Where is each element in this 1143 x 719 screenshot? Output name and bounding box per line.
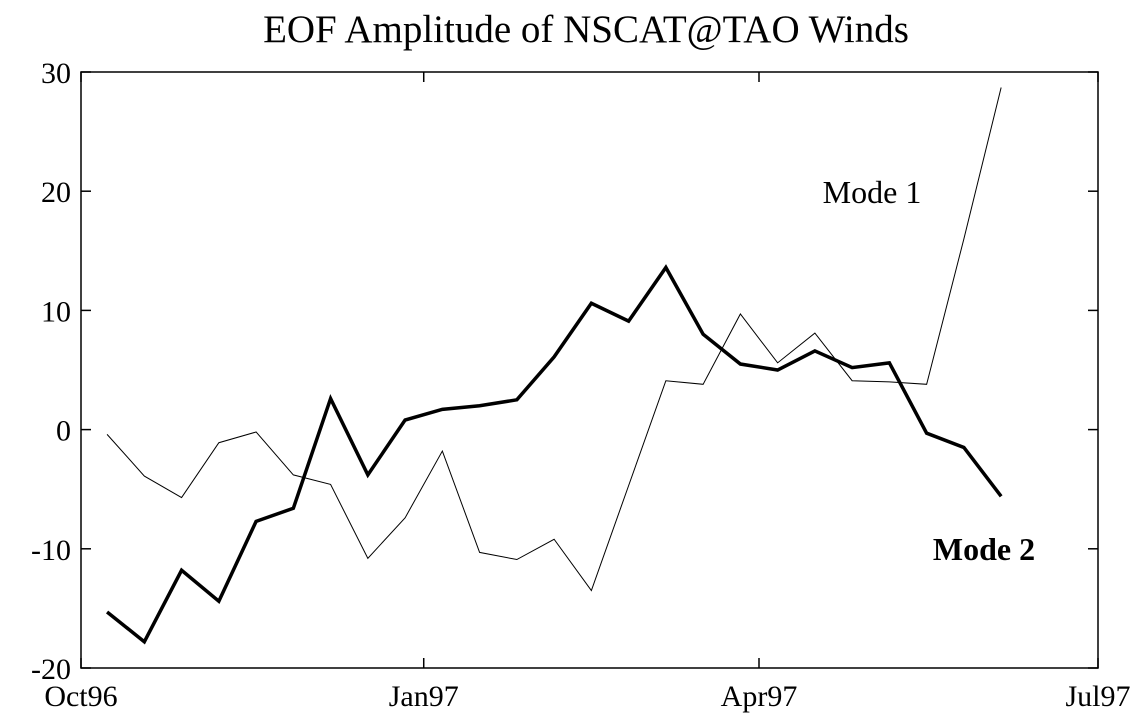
y-tick-label: 20	[41, 176, 71, 209]
y-tick-label: 30	[41, 57, 71, 90]
series-label: Mode 2	[933, 531, 1035, 567]
x-tick-label: Jan97	[389, 680, 459, 713]
x-tick-label: Apr97	[721, 680, 798, 713]
series-line	[105, 264, 1003, 645]
chart-title: EOF Amplitude of NSCAT@TAO Winds	[263, 8, 909, 51]
x-tick-label: Jul97	[1065, 680, 1130, 713]
plot-frame	[80, 71, 1099, 669]
y-tick-label: -10	[31, 534, 71, 567]
y-tick-label: 0	[56, 415, 71, 448]
y-tick-label: -20	[31, 653, 71, 686]
y-tick-label: 10	[41, 295, 71, 328]
series-line	[106, 87, 1002, 592]
x-tick-label: Oct96	[44, 680, 117, 713]
series-label: Mode 1	[823, 174, 922, 210]
